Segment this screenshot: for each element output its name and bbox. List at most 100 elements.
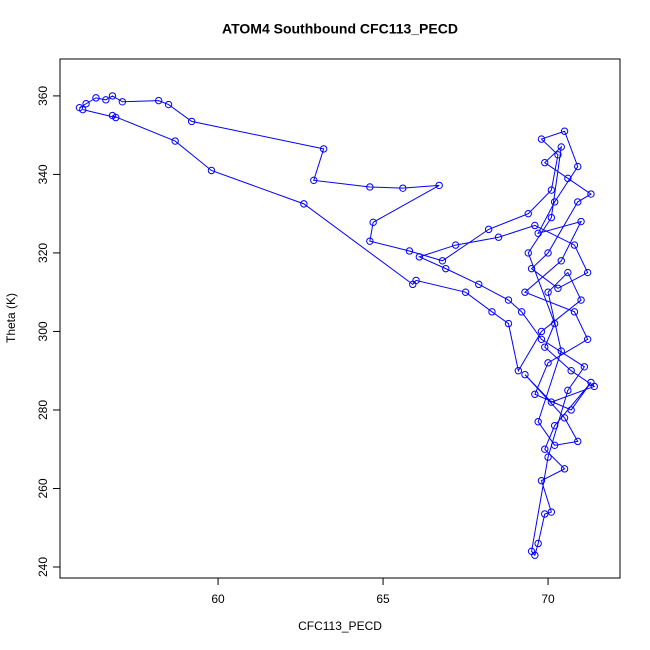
point — [544, 288, 552, 296]
point — [544, 249, 552, 257]
point — [366, 183, 374, 191]
point — [207, 166, 216, 175]
point — [534, 539, 542, 548]
point — [82, 100, 90, 108]
point — [92, 94, 100, 102]
point — [541, 158, 549, 167]
point — [451, 241, 460, 249]
chart-title: ATOM4 Southbound CFC113_PECD — [222, 21, 458, 37]
point — [550, 319, 559, 328]
point — [399, 184, 407, 192]
point — [570, 308, 579, 316]
y-axis-label: Theta (K) — [4, 293, 18, 343]
point — [560, 465, 569, 473]
point — [524, 209, 532, 218]
point — [494, 233, 503, 241]
point — [102, 96, 110, 104]
point — [504, 319, 513, 328]
series-line — [79, 95, 596, 557]
point — [517, 308, 526, 316]
point — [567, 367, 575, 375]
point — [557, 257, 565, 265]
point — [550, 421, 559, 430]
point — [587, 190, 595, 198]
point — [577, 217, 585, 226]
point — [118, 98, 127, 106]
point — [544, 453, 552, 461]
point — [534, 229, 542, 238]
point — [564, 174, 572, 183]
point — [524, 249, 532, 257]
point — [544, 359, 552, 367]
point — [554, 284, 562, 292]
plot-box — [59, 58, 621, 579]
point — [547, 186, 556, 194]
y-tick-label: 340 — [36, 164, 50, 184]
x-tick-label: 65 — [376, 592, 390, 606]
point — [550, 441, 559, 450]
point — [319, 145, 328, 153]
point — [547, 398, 556, 406]
point — [547, 508, 556, 516]
point — [574, 198, 582, 206]
point — [534, 418, 542, 426]
point — [521, 370, 529, 379]
point — [531, 221, 539, 230]
point — [415, 253, 424, 261]
point — [514, 367, 523, 375]
y-tick-label: 300 — [36, 321, 50, 341]
x-tick-label: 70 — [541, 592, 555, 606]
point — [484, 225, 493, 234]
point — [461, 288, 470, 296]
x-tick-label: 60 — [211, 592, 225, 606]
point — [547, 213, 556, 222]
point — [541, 510, 549, 518]
point — [583, 335, 592, 344]
point — [310, 176, 318, 185]
point — [488, 308, 496, 316]
y-tick-label: 360 — [36, 86, 50, 106]
point — [541, 445, 549, 453]
point — [164, 100, 173, 109]
point — [583, 268, 592, 277]
point — [557, 143, 565, 151]
point — [438, 257, 447, 265]
point — [409, 280, 417, 289]
point — [564, 268, 572, 277]
point — [564, 386, 572, 395]
x-axis-label: CFC113_PECD — [298, 619, 382, 633]
point — [369, 218, 377, 227]
point — [590, 382, 598, 391]
y-tick-label: 240 — [36, 557, 50, 577]
point — [577, 296, 585, 304]
y-tick-label: 280 — [36, 400, 50, 420]
point — [567, 406, 575, 414]
point — [570, 241, 579, 249]
point — [108, 92, 117, 100]
point — [79, 105, 87, 114]
point — [112, 113, 120, 122]
point — [541, 343, 549, 351]
point — [527, 547, 536, 556]
point — [300, 200, 308, 208]
point — [537, 476, 546, 485]
point — [560, 414, 569, 422]
point — [366, 237, 374, 245]
y-tick-label: 260 — [36, 478, 50, 498]
point — [537, 335, 546, 344]
point — [171, 137, 179, 145]
point — [550, 198, 559, 206]
point — [475, 280, 483, 289]
point — [574, 437, 582, 446]
point — [405, 247, 414, 255]
point — [537, 327, 546, 336]
point — [435, 181, 443, 190]
point — [574, 162, 582, 171]
point — [554, 151, 562, 159]
point — [521, 288, 529, 296]
point — [557, 347, 565, 355]
y-tick-label: 320 — [36, 243, 50, 263]
point — [537, 135, 546, 143]
